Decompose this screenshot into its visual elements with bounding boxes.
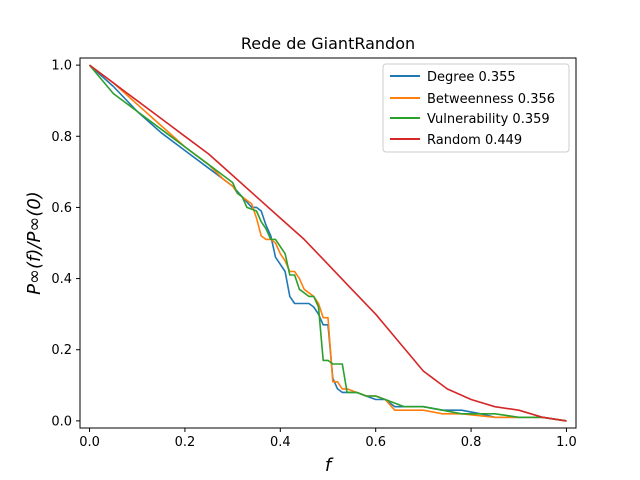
chart-title: Rede de GiantRandon <box>241 34 415 53</box>
x-tick-label: 0.8 <box>461 435 482 450</box>
y-tick-label: 1.0 <box>51 59 72 74</box>
y-tick-label: 0.6 <box>51 201 72 216</box>
series-layer <box>88 64 567 422</box>
x-axis-label: f <box>325 455 334 476</box>
legend-label: Degree 0.355 <box>427 70 516 85</box>
legend-label: Betweenness 0.356 <box>427 92 555 107</box>
y-axis-label: P∞(f)/P∞(0) <box>24 191 45 295</box>
y-tick-label: 0.0 <box>51 414 72 429</box>
legend-frame <box>382 63 570 153</box>
series-line <box>89 64 567 422</box>
y-tick-label: 0.4 <box>51 272 72 287</box>
x-tick-label: 1.0 <box>556 435 577 450</box>
x-tick-label: 0.4 <box>270 435 291 450</box>
x-tick-label: 0.6 <box>365 435 386 450</box>
y-axis: 0.0 0.2 0.4 0.6 0.8 1.0 <box>51 59 80 429</box>
legend-label: Random 0.449 <box>427 133 522 148</box>
x-axis: 0.0 0.2 0.4 0.6 0.8 1.0 <box>79 428 577 450</box>
y-tick-label: 0.8 <box>51 130 72 145</box>
series-line <box>89 64 567 422</box>
series-line <box>88 64 567 422</box>
x-tick-label: 0.0 <box>79 435 100 450</box>
y-tick-label: 0.2 <box>51 343 72 358</box>
x-tick-label: 0.2 <box>175 435 196 450</box>
legend: Degree 0.355 Betweenness 0.356 Vulnerabi… <box>382 63 570 153</box>
plot-frame <box>79 57 577 429</box>
legend-label: Vulnerability 0.359 <box>427 112 550 127</box>
